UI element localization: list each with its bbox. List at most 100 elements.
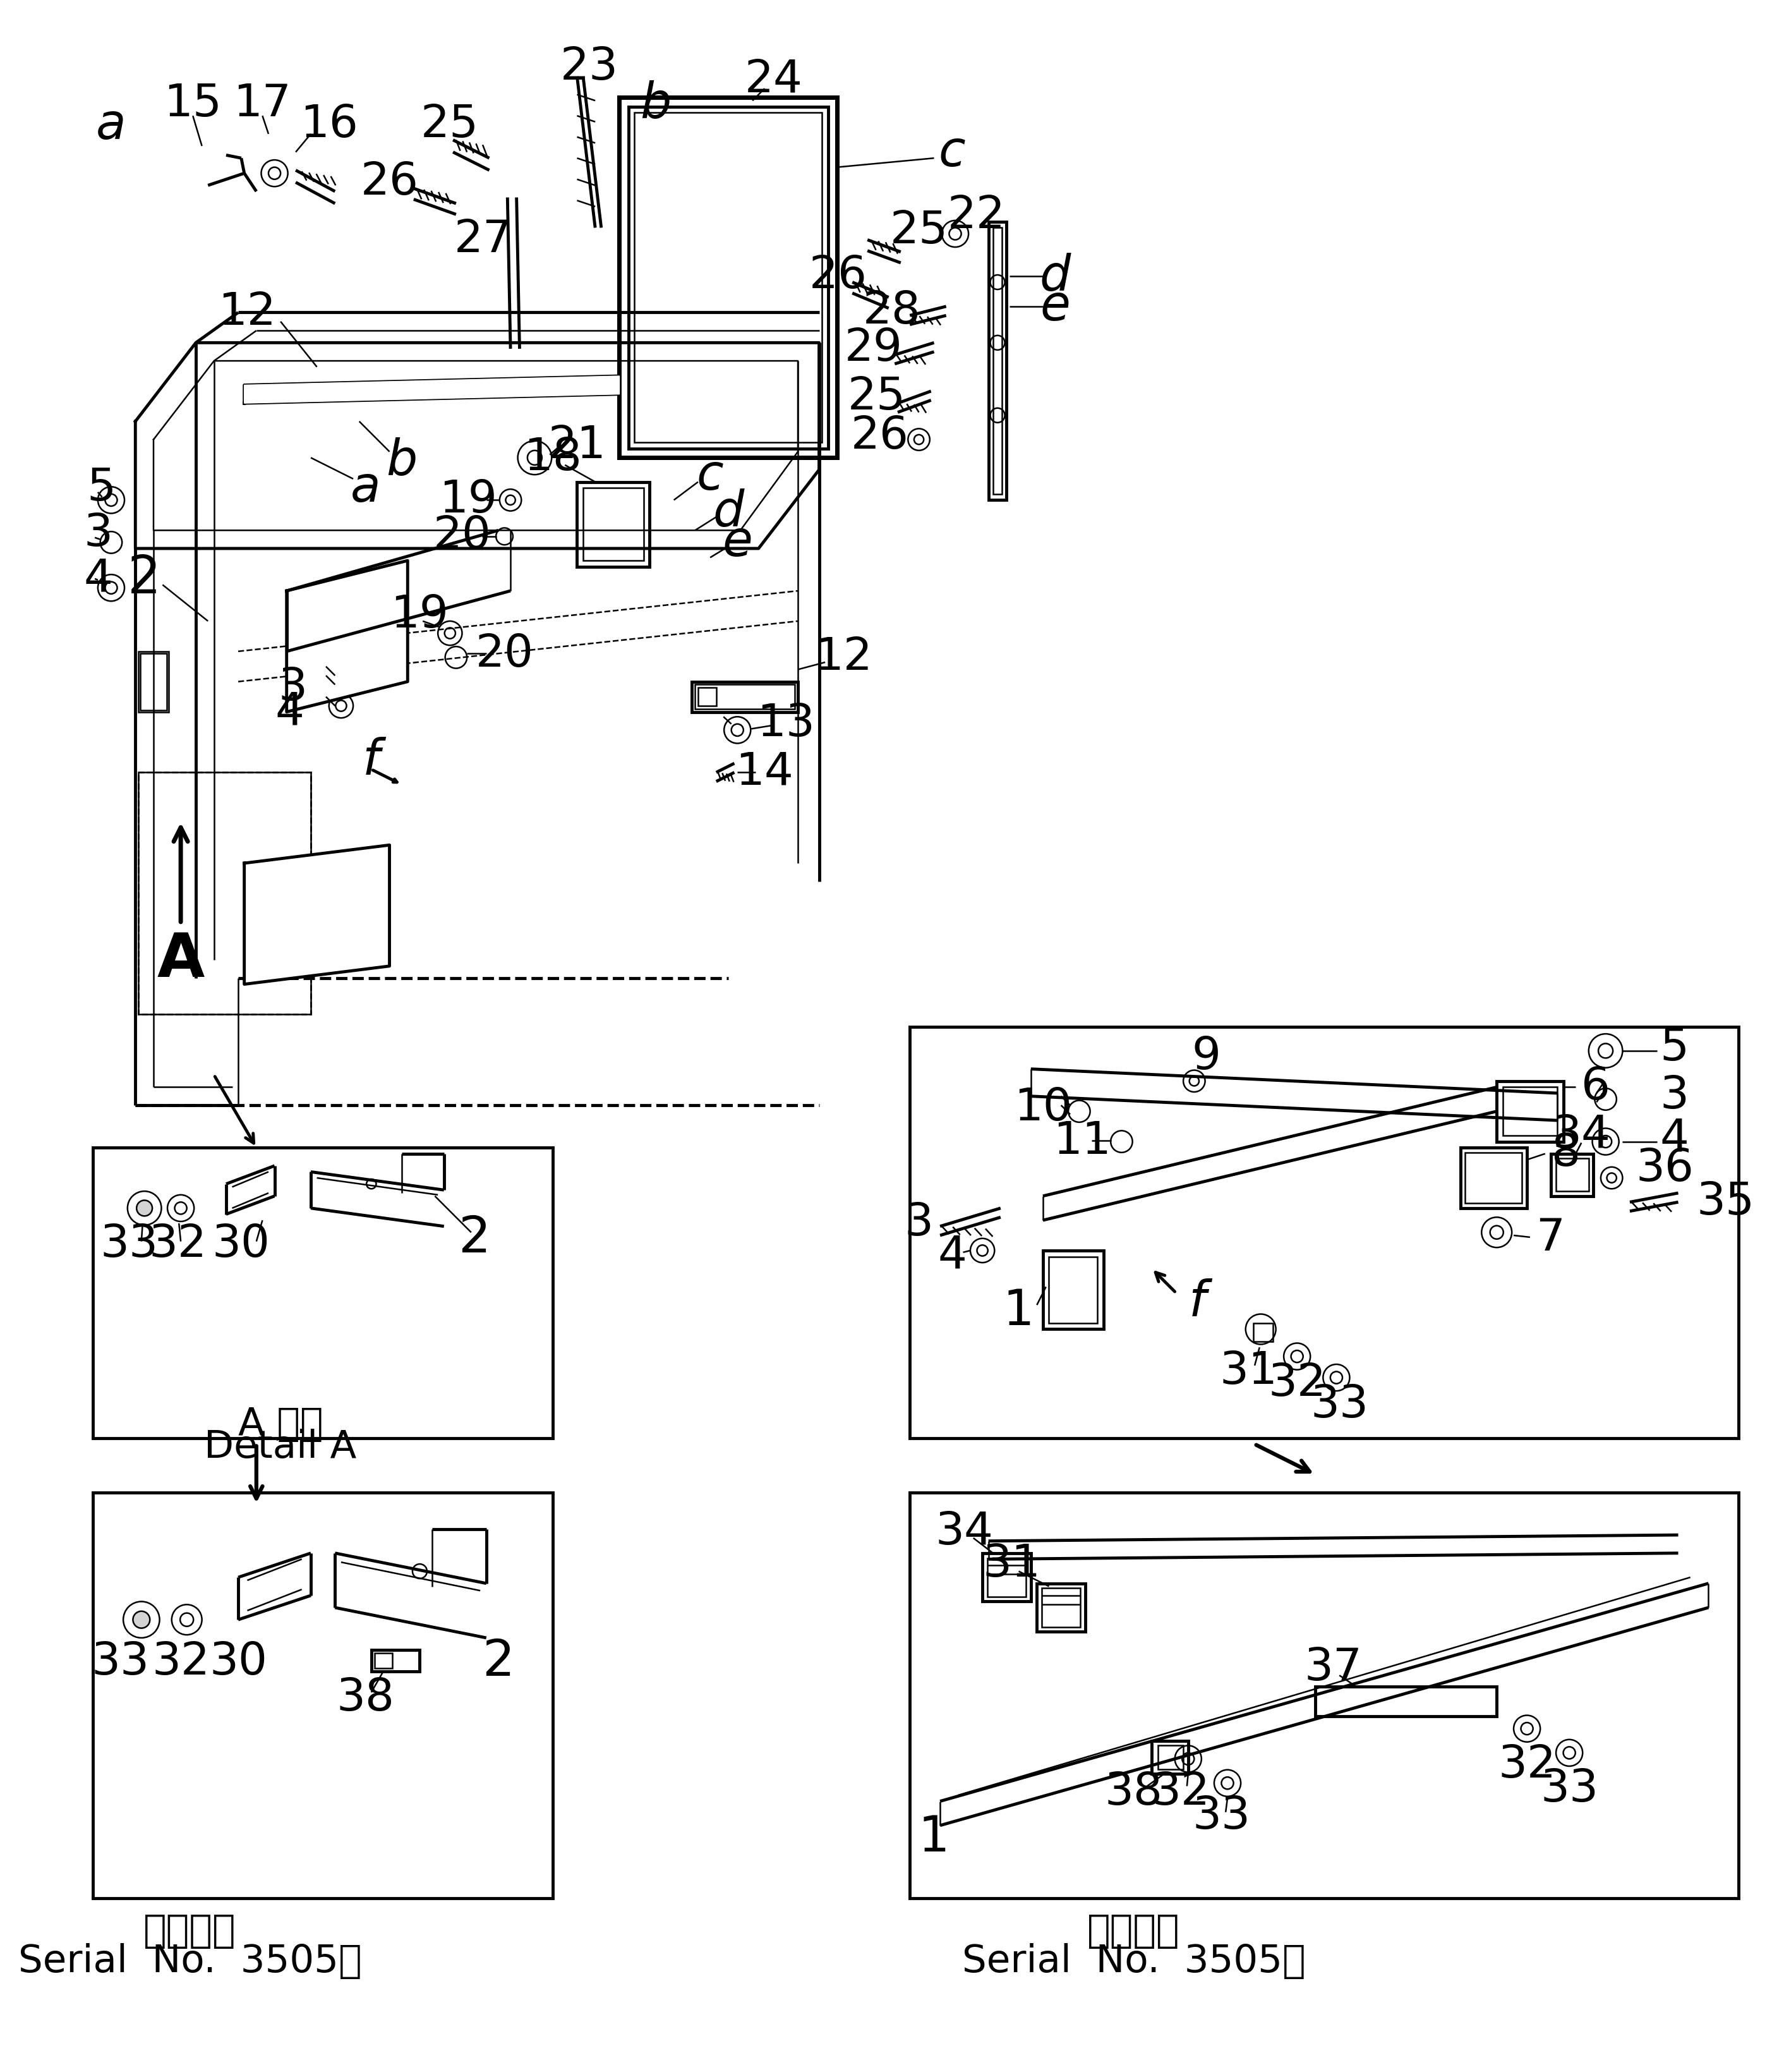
Text: 36: 36: [1636, 1148, 1694, 1191]
Text: 33: 33: [1310, 1382, 1368, 1428]
Text: 2: 2: [482, 1637, 514, 1687]
Bar: [698, 688, 716, 707]
Text: A 詳細: A 詳細: [237, 1407, 323, 1444]
Text: 34: 34: [936, 1510, 994, 1554]
Text: 7: 7: [1536, 1216, 1565, 1260]
Bar: [1556, 1158, 1589, 1191]
Bar: [695, 684, 796, 709]
Text: 3: 3: [278, 665, 307, 709]
Bar: [140, 653, 167, 711]
Bar: [620, 97, 836, 458]
Text: 5: 5: [1660, 1026, 1689, 1069]
Text: 27: 27: [454, 218, 512, 261]
Bar: [1042, 1589, 1081, 1627]
Bar: [475, 381, 528, 396]
Bar: [1460, 1148, 1527, 1208]
Text: 2: 2: [457, 1214, 491, 1264]
Text: 34: 34: [1552, 1115, 1611, 1158]
Text: 23: 23: [560, 46, 618, 89]
Bar: [269, 385, 330, 400]
Bar: [1550, 1154, 1593, 1196]
Text: 19: 19: [390, 593, 448, 636]
Text: 22: 22: [948, 195, 1005, 238]
Text: 37: 37: [1304, 1647, 1363, 1691]
Text: 8: 8: [1550, 1131, 1581, 1175]
Bar: [138, 651, 168, 713]
Text: 3: 3: [904, 1202, 934, 1245]
Text: f: f: [363, 736, 379, 785]
Circle shape: [136, 1200, 152, 1216]
Bar: [629, 106, 828, 450]
Text: a: a: [96, 102, 126, 149]
Text: d: d: [712, 489, 744, 537]
Text: 6: 6: [1581, 1065, 1611, 1109]
Text: 20: 20: [475, 632, 533, 675]
Bar: [693, 682, 797, 713]
Text: 適用号機: 適用号機: [1088, 1912, 1180, 1950]
Text: 31: 31: [982, 1542, 1040, 1585]
Text: 32: 32: [152, 1641, 209, 1685]
Text: 26: 26: [851, 414, 909, 458]
Bar: [1503, 1088, 1558, 1135]
Text: 33: 33: [1193, 1794, 1251, 1838]
Text: b: b: [386, 437, 416, 485]
Text: 9: 9: [1193, 1036, 1221, 1080]
Text: 25: 25: [847, 375, 905, 419]
Bar: [138, 773, 310, 1015]
Text: 38: 38: [337, 1676, 395, 1720]
Text: 5: 5: [87, 466, 117, 510]
Text: 3: 3: [1660, 1075, 1689, 1119]
Text: 33: 33: [101, 1222, 158, 1266]
Circle shape: [1598, 1044, 1613, 1059]
Text: 4: 4: [83, 557, 113, 601]
Bar: [138, 773, 310, 1015]
Circle shape: [105, 493, 117, 506]
Text: c: c: [939, 128, 966, 176]
Text: 31: 31: [1219, 1349, 1278, 1392]
Bar: [1465, 1152, 1522, 1204]
Bar: [1044, 1251, 1104, 1328]
Text: 30: 30: [209, 1641, 268, 1685]
Bar: [92, 1492, 553, 1898]
Polygon shape: [287, 562, 408, 713]
Text: 2: 2: [128, 553, 161, 605]
Text: 18: 18: [525, 435, 581, 479]
Text: 25: 25: [890, 209, 948, 253]
Bar: [982, 1554, 1031, 1602]
Bar: [909, 1026, 1738, 1438]
Bar: [1049, 1256, 1097, 1324]
Text: 10: 10: [1014, 1086, 1072, 1129]
Bar: [634, 112, 822, 443]
Text: 12: 12: [815, 636, 872, 680]
Text: 3: 3: [83, 512, 113, 555]
Text: 4: 4: [937, 1233, 968, 1276]
Bar: [92, 1148, 553, 1438]
Bar: [1253, 1324, 1272, 1341]
Text: b: b: [640, 79, 672, 128]
Text: 30: 30: [213, 1222, 271, 1266]
Text: 32: 32: [149, 1222, 207, 1266]
Text: 33: 33: [1540, 1767, 1598, 1811]
Text: e: e: [723, 518, 753, 566]
Text: f: f: [1189, 1278, 1207, 1326]
Bar: [989, 222, 1006, 499]
Text: 17: 17: [234, 83, 291, 126]
Text: 12: 12: [218, 290, 276, 334]
Bar: [1157, 1745, 1184, 1769]
Polygon shape: [245, 375, 620, 404]
Text: 38: 38: [1104, 1769, 1162, 1813]
Text: Serial  No.  3505～: Serial No. 3505～: [18, 1944, 361, 1981]
Bar: [374, 1653, 393, 1668]
Text: 25: 25: [422, 104, 478, 147]
Text: 26: 26: [810, 255, 868, 298]
Text: 20: 20: [432, 514, 491, 557]
Text: 15: 15: [163, 83, 222, 126]
Text: 21: 21: [548, 425, 606, 468]
Text: 29: 29: [845, 327, 902, 371]
Text: 13: 13: [757, 702, 815, 746]
Text: Serial  No.  3505～: Serial No. 3505～: [962, 1944, 1306, 1981]
Text: 適用号機: 適用号機: [144, 1912, 236, 1950]
Bar: [987, 1558, 1026, 1598]
Bar: [583, 487, 643, 562]
Text: 4: 4: [275, 690, 305, 733]
